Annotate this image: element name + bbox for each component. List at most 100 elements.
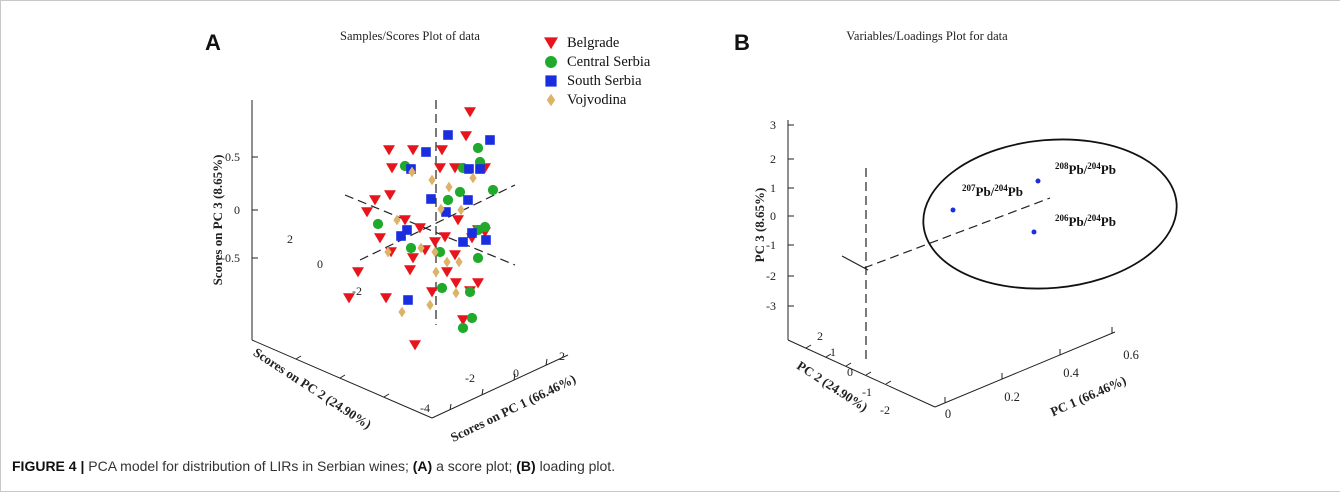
panel-a-x-axis [431, 354, 569, 419]
panel-b-loading-plot: B Variables/Loadings Plot for data 3210-… [734, 29, 1178, 421]
panel-a-point-south-serbia [441, 207, 451, 217]
caption-b: (B) [516, 458, 536, 474]
panel-a-point-central-serbia [436, 282, 448, 294]
panel-a-point-vojvodina [437, 203, 445, 215]
panel-b-x-tick-label: 0.6 [1123, 348, 1139, 362]
panel-a-point-belgrade [407, 145, 419, 156]
panel-a-point-south-serbia [458, 237, 468, 247]
panel-a-point-belgrade [452, 215, 464, 226]
panel-b-dashed-diag [863, 197, 1051, 269]
panel-a-point-vojvodina [428, 174, 436, 186]
panel-a-point-central-serbia [479, 221, 491, 233]
panel-b-x-tick-label: 0.2 [1004, 390, 1020, 404]
panel-a-point-belgrade [426, 287, 438, 298]
panel-a-point-vojvodina [417, 242, 425, 254]
panel-a-y-label: Scores on PC 2 (24.90%) [251, 345, 374, 432]
panel-a-point-south-serbia [402, 225, 412, 235]
panel-b-x-tick-label: 0.4 [1063, 366, 1079, 380]
panel-a-x-tick [513, 373, 516, 381]
panel-a-y-axis [251, 339, 433, 419]
panel-a-point-vojvodina [457, 204, 465, 216]
panel-a-point-south-serbia [464, 164, 474, 174]
panel-a-point-belgrade [449, 163, 461, 174]
caption-label: FIGURE 4 | [12, 458, 85, 474]
panel-a-point-south-serbia [463, 195, 473, 205]
panel-a-point-south-serbia [481, 235, 491, 245]
panel-b-y-tick [825, 353, 832, 358]
panel-b-z-tick-label: 2 [770, 152, 776, 166]
legend-label: South Serbia [567, 73, 642, 89]
panel-a-point-vojvodina [452, 287, 460, 299]
panel-a-x-tick-label: -2 [465, 371, 475, 385]
panel-a-point-belgrade [343, 293, 355, 304]
panel-a-point-central-serbia [466, 312, 478, 324]
panel-a-point-belgrade [384, 190, 396, 201]
figure-canvas: A Samples/Scores Plot of data -0.5 0 0.5 2… [205, 29, 1178, 445]
panel-a-point-central-serbia [442, 194, 454, 206]
legend-marker-vojvodina [546, 93, 556, 107]
panel-a-point-belgrade [352, 267, 364, 278]
panel-b-y-axis [787, 339, 936, 408]
panel-a-point-vojvodina [408, 166, 416, 178]
panel-a-point-belgrade [374, 233, 386, 244]
caption-a: (A) [412, 458, 433, 474]
panel-a-point-belgrade [407, 253, 419, 264]
panel-a-point-belgrade [436, 145, 448, 156]
panel-a-point-belgrade [441, 267, 453, 278]
panel-a-z-label: Scores on PC 3 (8.65%) [210, 155, 225, 286]
panel-a-y-tick [295, 355, 302, 360]
panel-a-dashed-diag1 [344, 194, 516, 266]
panel-a-point-south-serbia [403, 295, 413, 305]
panel-b-y-tick-label: 2 [817, 329, 823, 343]
panel-a-x-tick [545, 358, 548, 366]
panel-b-z-tick-label: 3 [770, 118, 776, 132]
panel-b-y-tick [805, 344, 812, 349]
panel-b-z-label: PC 3 (8.65%) [752, 188, 767, 263]
panel-b-dashed-stub [841, 255, 869, 271]
caption-a-text: a score plot; [432, 458, 517, 474]
panel-a-y-tick [383, 393, 390, 398]
panel-a-point-central-serbia [372, 218, 384, 230]
panel-a-point-belgrade [404, 265, 416, 276]
panel-a-point-south-serbia [467, 228, 477, 238]
panel-a-point-central-serbia [457, 322, 469, 334]
panel-a-legend: Belgrade Central Serbia South Serbia Vojvod… [544, 35, 651, 108]
panel-a-point-central-serbia [464, 286, 476, 298]
panel-b-label: B [734, 30, 750, 55]
panel-a-point-vojvodina [443, 256, 451, 268]
panel-a-point-belgrade [434, 163, 446, 174]
caption-b-text: loading plot. [535, 458, 616, 474]
legend-marker-south-serbia [545, 75, 557, 87]
panel-a-point-belgrade [439, 232, 451, 243]
panel-a-point-belgrade [450, 278, 462, 289]
panel-a-point-central-serbia [434, 246, 446, 258]
panel-a-z-tick-label: -0.5 [221, 251, 240, 265]
panel-a-y-tick-label: 2 [287, 232, 293, 246]
legend-label: Belgrade [567, 35, 619, 51]
panel-a-label: A [205, 30, 221, 55]
panel-a-point-belgrade [472, 278, 484, 289]
panel-a-point-belgrade [386, 163, 398, 174]
panel-b-z-tick-label: 1 [770, 181, 776, 195]
panel-a-z-tick-label: 0.5 [225, 150, 240, 164]
panel-a-point-belgrade [457, 315, 469, 326]
panel-a-x-tick [449, 403, 452, 411]
panel-a-point-vojvodina [384, 246, 392, 258]
panel-b-y-tick-label: -1 [862, 385, 872, 399]
panel-a-y-tick [339, 374, 346, 379]
panel-a-point-vojvodina [398, 306, 406, 318]
panel-a-point-belgrade [449, 250, 461, 261]
panel-b-z-tick-label: -1 [766, 238, 776, 252]
panel-a-point-central-serbia [405, 242, 417, 254]
panel-a-point-belgrade [409, 340, 421, 351]
panel-a-point-belgrade [361, 207, 373, 218]
loading-point [1035, 178, 1041, 184]
panel-a-point-south-serbia [475, 164, 485, 174]
loading-point-label: 206Pb/204Pb [1055, 213, 1116, 229]
panel-a-point-central-serbia [472, 252, 484, 264]
loading-point-label: 208Pb/204Pb [1055, 161, 1116, 177]
caption-text: PCA model for distribution of LIRs in Se… [84, 458, 413, 474]
panel-b-z-tick-label: -3 [766, 299, 776, 313]
panel-b-y-tick-label: 1 [830, 345, 836, 359]
